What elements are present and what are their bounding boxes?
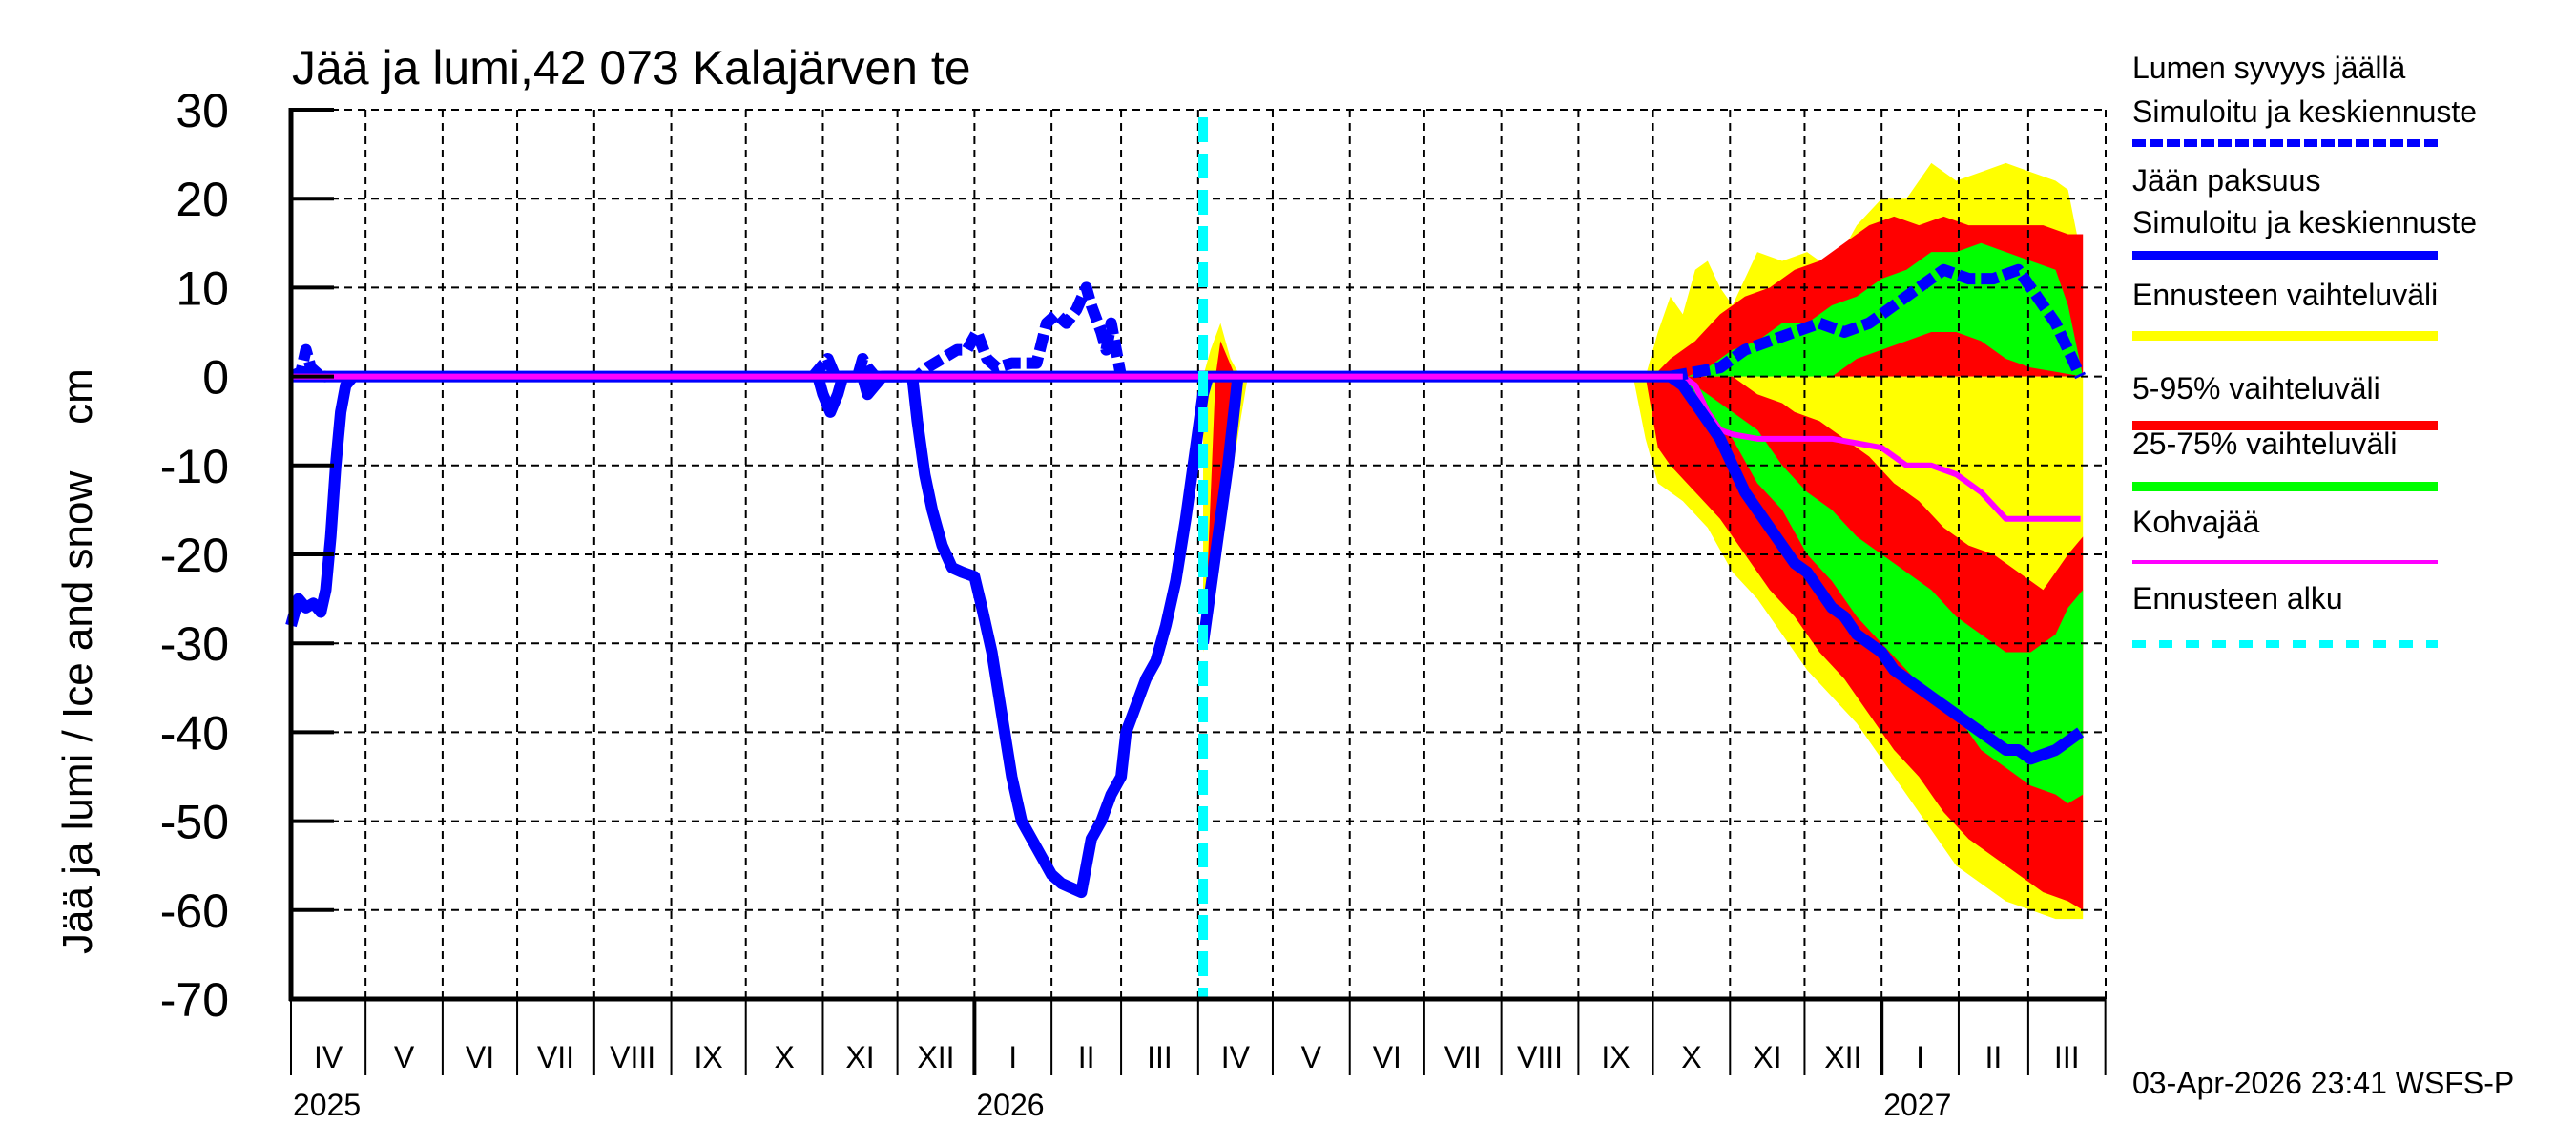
ice-thickness-line [1667,371,2085,765]
grid-lines [291,109,2107,999]
legend-label: Ennusteen vaihteluväli [2132,278,2438,312]
legend-item: Lumen syvyys jäällä Simuloitu ja keskienn… [2132,51,2477,147]
month-label: X [774,1040,794,1074]
month-label: V [1301,1040,1322,1074]
month-label: I [1008,1040,1017,1074]
legend-item: 5-95% vaihteluväli [2132,371,2438,430]
month-label: VIII [1517,1040,1563,1074]
legend-label: 5-95% vaihteluväli [2132,371,2380,406]
month-label: IV [1221,1040,1251,1074]
ice-thickness-line [1197,375,1244,645]
y-tick-label: -30 [160,617,229,671]
chart-title: Jää ja lumi,42 073 Kalajärven te [292,41,971,94]
y-tick-label: 20 [176,173,229,226]
month-label: XI [845,1040,874,1074]
snow-depth-line [1669,263,2087,383]
ice-thickness-line [285,372,358,628]
x-axis-month-ticks: IV V VI VII VIII IX X XI XII I II III IV V VI VII VIII IX… [290,999,2107,1122]
timestamp-footer: 03-Apr-2026 23:41 WSFS-P [2132,1066,2514,1100]
plot-area [285,109,2107,999]
year-label: 2026 [976,1088,1044,1122]
y-tick-label: -20 [160,529,229,582]
legend-sublabel: Simuloitu ja keskiennuste [2132,94,2477,129]
y-tick-label: 10 [176,261,229,315]
month-label: VI [1373,1040,1402,1074]
ice-thickness-line [812,370,1215,899]
legend-item: Kohvajää [2132,505,2438,564]
y-tick-label: -40 [160,706,229,760]
month-label: IX [695,1040,723,1074]
month-label: XII [1824,1040,1861,1074]
month-label: IX [1601,1040,1630,1074]
month-label: X [1681,1040,1701,1074]
y-tick-label: -70 [160,973,229,1027]
month-label: VII [537,1040,574,1074]
month-label: VII [1444,1040,1482,1074]
month-label: IV [314,1040,343,1074]
month-label: XI [1753,1040,1781,1074]
month-label: I [1916,1040,1924,1074]
snow-depth-line [808,281,1129,383]
y-axis-label: Jää ja lumi / Ice and snow cm [54,368,101,954]
legend-item: 25-75% vaihteluväli [2132,427,2438,491]
month-label: III [1147,1040,1173,1074]
month-label: V [394,1040,415,1074]
month-label: VI [466,1040,494,1074]
y-tick-label: 0 [202,351,229,405]
month-label: II [1985,1040,2003,1074]
legend-label: Kohvajää [2132,505,2260,539]
y-axis-ticks: 30 20 10 0 -10 -20 -30 -40 -50 -60 -70 [160,84,334,1027]
forecast-band [1682,376,2084,803]
legend-sublabel: Simuloitu ja keskiennuste [2132,205,2477,239]
legend-label: Lumen syvyys jäällä [2132,51,2406,85]
data-series [285,263,2087,899]
legend-item: Ennusteen vaihteluväli [2132,278,2438,341]
month-label: VIII [610,1040,655,1074]
y-tick-label: -60 [160,885,229,938]
legend-item: Jään paksuus Simuloitu ja keskiennuste [2132,163,2477,260]
month-label: II [1078,1040,1095,1074]
year-label: 2025 [293,1088,361,1122]
year-label: 2027 [1883,1088,1951,1122]
legend: Lumen syvyys jäällä Simuloitu ja keskienn… [2132,51,2477,648]
legend-label: Ennusteen alku [2132,581,2343,615]
legend-label: Jään paksuus [2132,163,2320,198]
legend-item: Ennusteen alku [2132,581,2438,648]
y-tick-label: 30 [176,84,229,137]
y-tick-label: -10 [160,440,229,493]
y-tick-label: -50 [160,796,229,849]
month-label: XII [917,1040,954,1074]
month-label: III [2054,1040,2080,1074]
legend-label: 25-75% vaihteluväli [2132,427,2398,461]
